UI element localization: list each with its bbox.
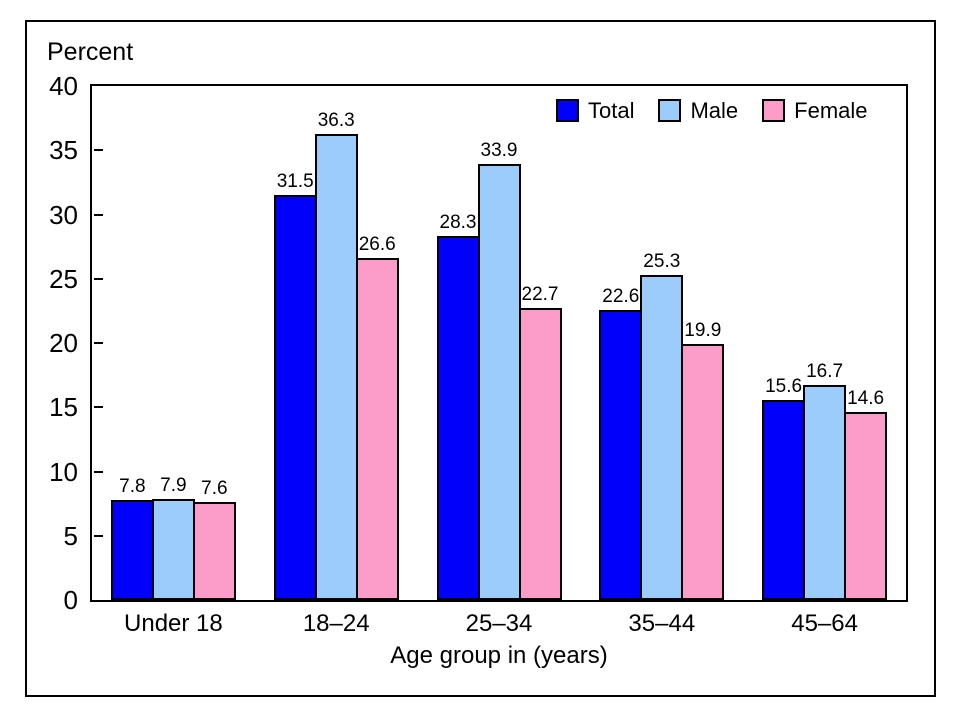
bar-female-0 xyxy=(192,502,236,600)
y-axis-tick xyxy=(94,406,103,409)
bar-male-3 xyxy=(640,274,684,600)
legend-item-male: Male xyxy=(658,99,738,122)
y-tick-label: 40 xyxy=(49,71,78,101)
y-tick-label: 5 xyxy=(63,520,78,551)
bar-value-label: 26.6 xyxy=(358,234,396,256)
bar-total-4 xyxy=(762,399,806,600)
x-tick-label-4: 45–64 xyxy=(791,610,858,637)
y-axis-tick xyxy=(94,534,103,537)
bar-value-label: 25.3 xyxy=(643,250,681,272)
bar-female-1 xyxy=(355,258,399,600)
y-axis-tick xyxy=(94,213,103,216)
bar-total-2 xyxy=(436,236,480,600)
x-tick-label-0: Under 18 xyxy=(124,610,223,637)
bar-male-4 xyxy=(803,385,847,600)
y-tick-label: 35 xyxy=(49,135,78,166)
x-tick-label-2: 25–34 xyxy=(465,610,533,637)
y-tick-label: 20 xyxy=(49,328,78,358)
y-axis-tick xyxy=(94,470,103,473)
x-tick-label-1: 18–24 xyxy=(302,610,370,637)
bar-value-label: 14.6 xyxy=(847,388,885,410)
bar-male-2 xyxy=(477,164,521,600)
plot-area: 7.8 7.9 7.6 31.5 36.3 26.6 28.3 33.9 22.7 22.6 25.… xyxy=(90,84,908,602)
x-axis-title: Age group in (years) xyxy=(390,642,608,669)
bar-total-0 xyxy=(110,499,154,600)
legend-swatch-icon xyxy=(658,99,682,122)
legend-swatch-icon xyxy=(556,99,579,122)
bar-value-label: 7.8 xyxy=(119,475,146,497)
bar-value-label: 36.3 xyxy=(317,109,355,131)
y-tick-label: 30 xyxy=(49,199,78,230)
bar-value-label: 7.9 xyxy=(160,474,187,496)
y-axis-title: Percent xyxy=(47,38,134,66)
bar-value-label: 16.7 xyxy=(806,361,844,383)
legend-item-total: Total xyxy=(556,99,634,122)
bar-female-4 xyxy=(844,412,888,600)
bar-value-label: 22.7 xyxy=(521,284,559,306)
y-tick-label: 15 xyxy=(49,392,78,423)
bar-female-3 xyxy=(681,344,725,600)
legend-label: Male xyxy=(690,98,739,123)
bar-value-label: 31.5 xyxy=(276,171,314,193)
legend-swatch-icon xyxy=(762,99,786,122)
bar-male-1 xyxy=(314,133,358,600)
bar-female-2 xyxy=(518,308,562,600)
y-tick-label: 0 xyxy=(63,585,78,615)
y-axis-tick xyxy=(94,149,103,152)
y-axis-tick xyxy=(94,342,103,344)
bar-value-label: 19.9 xyxy=(684,320,722,342)
x-tick-label-3: 35–44 xyxy=(628,610,696,637)
legend: Total Male Female xyxy=(556,99,892,122)
legend-item-female: Female xyxy=(762,98,868,123)
y-axis-tick xyxy=(94,277,103,280)
bar-value-label: 7.6 xyxy=(201,478,228,500)
bar-total-3 xyxy=(599,309,643,600)
y-tick-label: 25 xyxy=(49,263,78,294)
y-tick-label: 10 xyxy=(49,456,78,487)
bar-total-1 xyxy=(273,195,317,600)
bar-value-label: 22.6 xyxy=(602,285,640,307)
legend-label: Female xyxy=(794,98,868,123)
legend-label: Total xyxy=(588,98,635,123)
bar-male-0 xyxy=(151,498,195,600)
bar-value-label: 28.3 xyxy=(439,212,477,234)
bar-value-label: 15.6 xyxy=(765,375,803,397)
bar-value-label: 33.9 xyxy=(480,140,518,162)
